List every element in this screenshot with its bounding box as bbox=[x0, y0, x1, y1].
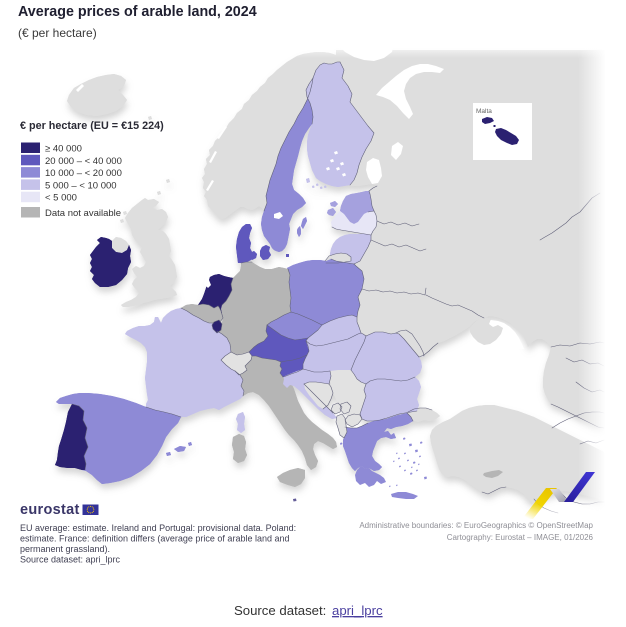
svg-text:< 5 000: < 5 000 bbox=[45, 193, 77, 204]
svg-text:(€ per hectare): (€ per hectare) bbox=[18, 26, 97, 40]
svg-text:≥ 40 000: ≥ 40 000 bbox=[45, 144, 82, 155]
svg-text:€ per hectare (EU = €15 224): € per hectare (EU = €15 224) bbox=[20, 120, 164, 132]
svg-text:10 000 – < 20 000: 10 000 – < 20 000 bbox=[45, 168, 122, 179]
svg-text:apri_lprc: apri_lprc bbox=[332, 603, 383, 618]
svg-text:Average prices of arable land,: Average prices of arable land, 2024 bbox=[18, 4, 257, 20]
svg-text:Source dataset:: Source dataset: bbox=[234, 603, 330, 618]
svg-text:Data not available: Data not available bbox=[45, 208, 121, 219]
svg-text:Source dataset: apri_lprc: Source dataset: apri_lprc bbox=[20, 555, 121, 565]
svg-text:EU average: estimate. Ireland: EU average: estimate. Ireland and Portug… bbox=[20, 523, 296, 533]
svg-text:estimate. France: definition d: estimate. France: definition differs (av… bbox=[20, 534, 290, 544]
svg-text:Administrative boundaries: © E: Administrative boundaries: © EuroGeograp… bbox=[359, 521, 593, 530]
svg-text:permanent grassland).: permanent grassland). bbox=[20, 544, 110, 554]
svg-text:20 000 – < 40 000: 20 000 – < 40 000 bbox=[45, 156, 122, 167]
svg-text:5 000 – < 10 000: 5 000 – < 10 000 bbox=[45, 180, 117, 191]
svg-text:Malta: Malta bbox=[476, 108, 492, 115]
svg-text:eurostat: eurostat bbox=[20, 502, 80, 518]
svg-text:Cartography: Eurostat – IMAGE,: Cartography: Eurostat – IMAGE, 01/2026 bbox=[447, 533, 594, 542]
